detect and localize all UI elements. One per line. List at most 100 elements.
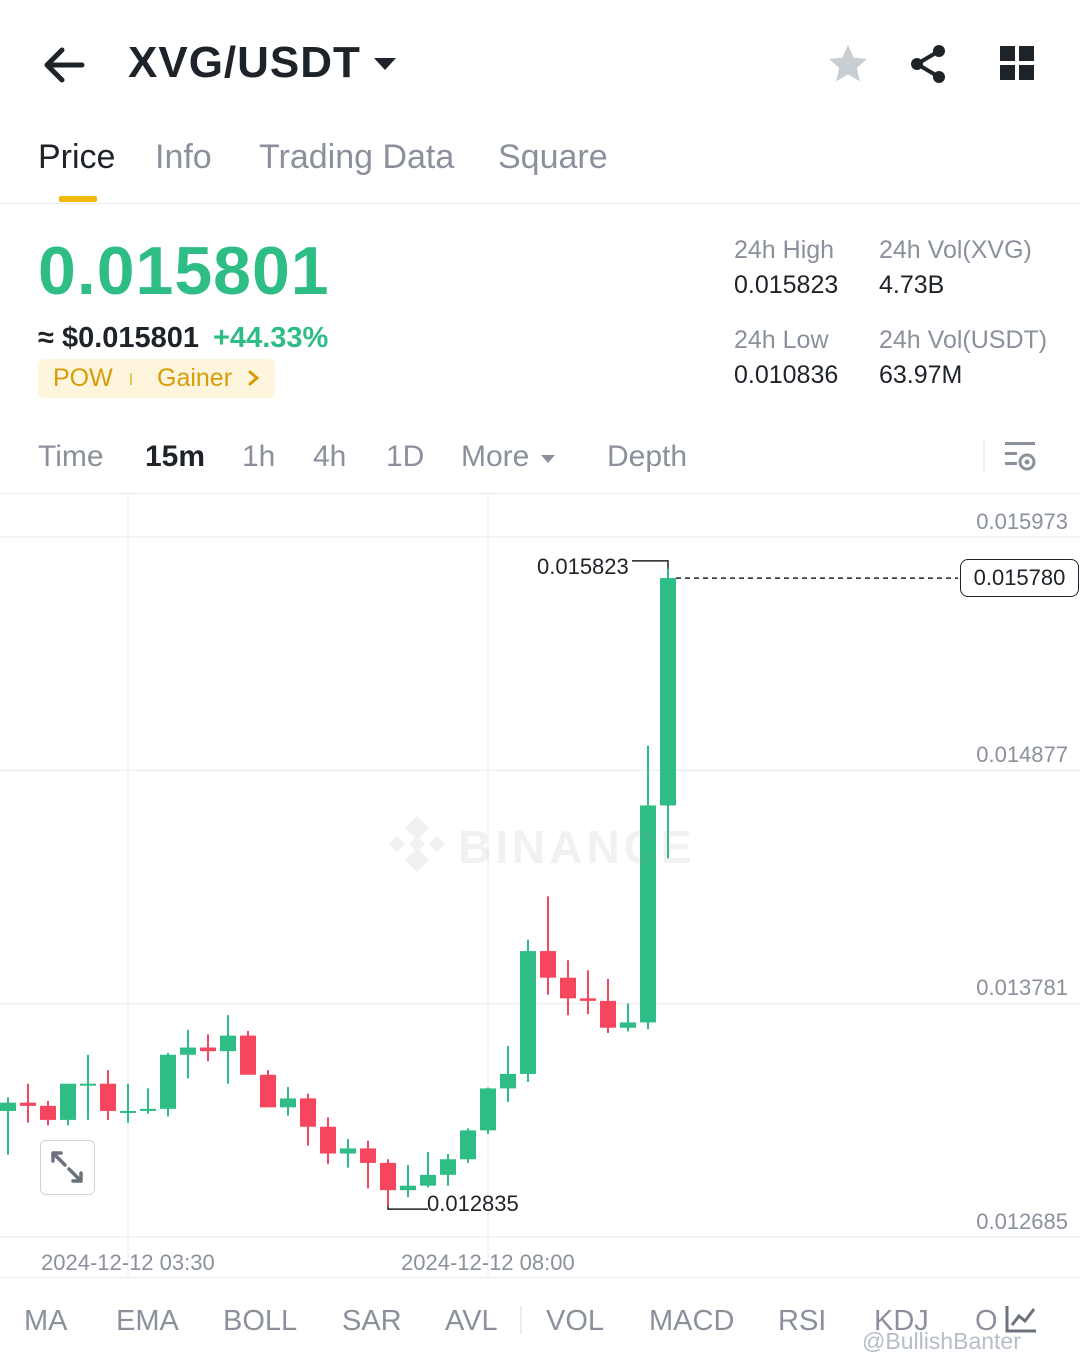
candle	[140, 1108, 156, 1111]
candle	[80, 1083, 96, 1086]
candle	[100, 1083, 116, 1111]
interval-more[interactable]: More	[461, 440, 530, 473]
active-tab-indicator	[59, 196, 97, 202]
candlestick-chart[interactable]: BINANCE 0.015973 0.014877 0.013781 0.012…	[0, 494, 1080, 1277]
chart-settings-icon[interactable]	[1000, 438, 1040, 476]
pair-title[interactable]: XVG/USDT	[128, 38, 361, 87]
candle	[580, 998, 596, 1001]
back-arrow-icon[interactable]	[38, 40, 88, 90]
indicator-more[interactable]: O	[975, 1305, 998, 1337]
indicator-kdj[interactable]: KDJ	[874, 1305, 929, 1337]
interval-15m[interactable]: 15m	[145, 440, 206, 473]
candle	[660, 578, 676, 806]
indicator-ema[interactable]: EMA	[116, 1305, 179, 1337]
candle	[280, 1098, 296, 1108]
star-icon[interactable]	[826, 42, 870, 86]
tab-square[interactable]: Square	[498, 138, 608, 176]
candle	[560, 977, 576, 999]
candle	[240, 1035, 256, 1075]
interval-4h[interactable]: 4h	[313, 440, 347, 473]
candle	[300, 1098, 316, 1127]
candle	[600, 1000, 616, 1028]
binance-watermark: BINANCE	[385, 812, 705, 882]
low-label: 24h Low	[734, 326, 829, 354]
candle	[160, 1054, 176, 1109]
vol-quote-value: 63.97M	[879, 361, 963, 389]
indicator-chart-icon[interactable]	[1004, 1304, 1038, 1334]
more-caret-icon[interactable]	[540, 452, 556, 464]
interval-1d[interactable]: 1D	[386, 440, 425, 473]
candle	[60, 1083, 76, 1120]
indicator-macd[interactable]: MACD	[649, 1305, 735, 1337]
high-value: 0.015823	[734, 271, 839, 299]
price-change-percent: +44.33%	[213, 322, 329, 354]
interval-bar: Time 15m 1h 4h 1D More Depth	[0, 424, 1080, 494]
current-price-label: 0.015780	[960, 559, 1079, 597]
tag-gainer[interactable]: Gainer	[157, 364, 233, 392]
tab-trading-data[interactable]: Trading Data	[259, 138, 455, 176]
high-leader-line	[632, 560, 669, 569]
vol-quote-label: 24h Vol(USDT)	[879, 326, 1048, 354]
indicator-bar: MA EMA BOLL SAR AVL VOL MACD RSI KDJ O @…	[0, 1277, 1080, 1367]
y-tick-label: 0.014877	[976, 742, 1068, 767]
candle	[40, 1105, 56, 1120]
vol-base-value: 4.73B	[879, 271, 945, 299]
y-tick-label: 0.015973	[976, 509, 1068, 534]
candle	[420, 1174, 436, 1186]
expand-icon[interactable]	[40, 1140, 95, 1195]
high-annotation: 0.015823	[537, 554, 629, 579]
indicator-sar[interactable]: SAR	[342, 1305, 402, 1337]
candle	[340, 1148, 356, 1154]
chart-annotations	[387, 560, 958, 1210]
indicator-ma[interactable]: MA	[24, 1305, 68, 1337]
candle	[540, 951, 556, 978]
candle	[500, 1073, 516, 1089]
grid-icon[interactable]	[996, 42, 1040, 86]
candle	[440, 1159, 456, 1175]
credit-watermark: @BullishBanter	[862, 1328, 1021, 1354]
interval-divider	[983, 440, 985, 472]
candle	[480, 1088, 496, 1131]
candle	[640, 805, 656, 1023]
low-annotation: 0.012835	[427, 1191, 519, 1216]
dropdown-caret-icon[interactable]	[372, 54, 398, 74]
candle	[0, 1102, 16, 1111]
high-label: 24h High	[734, 236, 835, 264]
tag-divider	[130, 373, 132, 385]
y-tick-label: 0.013781	[976, 975, 1068, 1000]
indicator-rsi[interactable]: RSI	[778, 1305, 827, 1337]
candle	[120, 1110, 136, 1113]
chart-grid	[0, 494, 1080, 1277]
vol-base-label: 24h Vol(XVG)	[879, 236, 1032, 264]
interval-time[interactable]: Time	[38, 440, 104, 473]
candle	[220, 1035, 236, 1052]
indicator-avl[interactable]: AVL	[445, 1305, 498, 1337]
candle	[180, 1047, 196, 1055]
candle	[260, 1074, 276, 1108]
x-tick-label: 2024-12-12 03:30	[41, 1250, 215, 1275]
top-bar: XVG/USDT	[0, 0, 1080, 130]
candle-series	[0, 568, 676, 1206]
y-tick-label: 0.012685	[976, 1209, 1068, 1234]
indicator-vol[interactable]: VOL	[546, 1305, 605, 1337]
chevron-right-icon[interactable]	[247, 369, 261, 387]
candle	[20, 1102, 36, 1106]
tab-price[interactable]: Price	[38, 138, 116, 176]
usd-price: ≈ $0.015801	[38, 322, 200, 354]
candle	[320, 1126, 336, 1154]
low-leader-line	[387, 1205, 428, 1210]
share-icon[interactable]	[906, 42, 950, 86]
low-value: 0.010836	[734, 361, 839, 389]
tab-bar: Price Info Trading Data Square	[0, 130, 1080, 204]
interval-depth[interactable]: Depth	[607, 440, 688, 473]
tag-group[interactable]: POW Gainer	[38, 359, 275, 398]
tag-pow[interactable]: POW	[53, 364, 113, 392]
tab-info[interactable]: Info	[155, 138, 212, 176]
candle	[400, 1185, 416, 1191]
last-price: 0.015801	[38, 233, 330, 309]
candle	[460, 1130, 476, 1160]
candle	[520, 951, 536, 1074]
chart-canvas	[0, 494, 1080, 1277]
interval-1h[interactable]: 1h	[242, 440, 276, 473]
indicator-boll[interactable]: BOLL	[223, 1305, 298, 1337]
